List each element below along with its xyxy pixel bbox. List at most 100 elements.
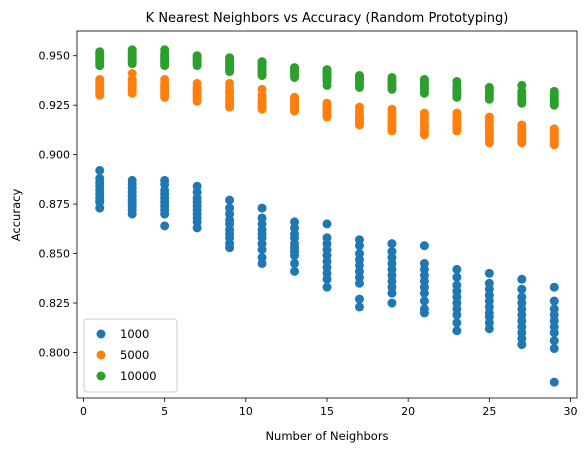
data-point [452,318,462,328]
data-point [192,96,202,106]
data-point [484,94,494,104]
data-point [549,377,559,387]
data-point [517,284,527,294]
data-point [549,100,559,110]
legend-label: 1000 [120,327,149,341]
data-point [95,203,105,213]
x-tick-label: 25 [482,405,496,418]
series-5000 [95,69,559,150]
data-point [484,138,494,148]
data-point [257,71,267,81]
data-point [290,72,300,82]
data-point [290,251,300,261]
y-tick-label: 0.925 [39,99,71,112]
data-point [387,288,397,298]
x-tick-label: 5 [161,405,168,418]
legend-label: 5000 [120,348,149,362]
y-axis-ticks: 0.800 0.825 0.850 0.875 0.900 0.925 0.950 [39,50,77,359]
data-point [452,126,462,136]
data-point [322,282,332,292]
data-point [354,278,364,288]
data-point [95,61,105,71]
data-point [160,221,170,231]
data-point [192,223,202,233]
data-point [322,274,332,284]
data-point [549,140,559,150]
data-point [322,219,332,229]
data-point [419,241,429,251]
data-point [160,61,170,71]
data-point [257,104,267,114]
data-point [517,340,527,350]
data-point [257,203,267,213]
y-tick-label: 0.900 [39,149,71,162]
y-tick-label: 0.850 [39,248,71,261]
data-point [387,239,397,249]
data-point [387,84,397,94]
data-point [354,241,364,251]
data-point [387,126,397,136]
x-tick-label: 20 [401,405,415,418]
data-point [322,112,332,122]
x-tick-label: 15 [320,405,334,418]
data-point [127,59,137,69]
data-point [160,209,170,219]
data-point [484,268,494,278]
data-point [290,266,300,276]
y-tick-label: 0.825 [39,297,71,310]
data-point [225,195,235,205]
data-point [419,308,429,318]
data-point [517,98,527,108]
data-point [160,92,170,102]
series-10000 [95,45,559,110]
data-point [257,245,267,255]
data-point [225,102,235,112]
data-point [225,243,235,253]
data-point [452,92,462,102]
y-axis-label: Accuracy [9,189,23,242]
data-point [549,328,559,338]
x-axis-label: Number of Neighbors [265,429,388,443]
data-point [354,120,364,130]
data-point [95,165,105,175]
legend-marker [96,350,106,360]
data-point [290,106,300,116]
data-point [127,209,137,219]
x-tick-label: 0 [80,405,87,418]
data-point [452,272,462,282]
x-tick-label: 30 [564,405,578,418]
legend-label: 10000 [120,369,157,383]
data-point [549,336,559,346]
data-point [549,344,559,354]
data-point [354,302,364,312]
legend-marker [96,329,106,339]
data-point [322,80,332,90]
legend-box [83,318,178,393]
data-point [452,326,462,336]
y-tick-label: 0.950 [39,50,71,63]
data-point [127,88,137,98]
data-point [452,264,462,274]
data-point [95,90,105,100]
data-point [387,298,397,308]
data-point [419,130,429,140]
data-point [354,294,364,304]
legend-marker [96,371,106,381]
data-point [354,82,364,92]
data-point [517,138,527,148]
data-point [452,310,462,320]
data-point [549,296,559,306]
x-axis-ticks: 0 5 10 15 20 25 30 [80,398,578,418]
chart-title: K Nearest Neighbors vs Accuracy (Random … [146,11,509,26]
legend: 1000 5000 10000 [83,318,178,393]
data-point [419,288,429,298]
data-point [517,274,527,284]
x-tick-label: 10 [239,405,253,418]
data-point [484,324,494,334]
y-tick-label: 0.800 [39,346,71,359]
data-point [419,88,429,98]
data-points [95,45,559,387]
data-point [225,67,235,77]
data-point [290,258,300,268]
